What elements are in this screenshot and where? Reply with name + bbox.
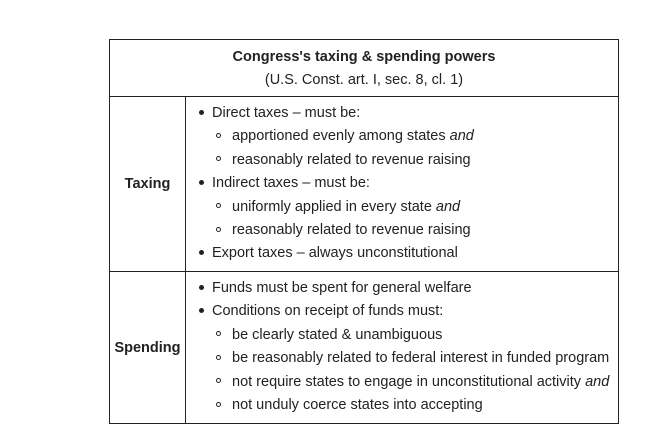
bullet-circle-icon	[216, 196, 221, 219]
item-emphasis: and	[435, 198, 461, 215]
taxing-rules: Direct taxes – must be: apportioned even…	[186, 97, 618, 271]
spending-label: Spending	[110, 272, 186, 423]
list-item: Conditions on receipt of funds must:	[186, 300, 618, 323]
list-item: not unduly coerce states into accepting	[186, 394, 618, 417]
list-item: be reasonably related to federal interes…	[186, 347, 618, 370]
powers-table: Congress's taxing & spending powers (U.S…	[109, 39, 619, 424]
bullet-disc-icon	[199, 242, 204, 265]
taxing-row: Taxing Direct taxes – must be: apportion…	[110, 97, 618, 272]
item-text: be reasonably related to federal interes…	[232, 350, 610, 367]
item-text: Direct taxes – must be:	[212, 105, 361, 121]
bullet-circle-icon	[216, 149, 221, 172]
table-header: Congress's taxing & spending powers (U.S…	[110, 40, 618, 97]
table-title: Congress's taxing & spending powers	[232, 49, 496, 65]
list-item: Direct taxes – must be:	[186, 102, 618, 125]
item-text: Funds must be spent for general welfare	[212, 280, 472, 296]
item-text: apportioned evenly among states	[232, 128, 450, 145]
taxing-label: Taxing	[110, 97, 186, 271]
list-item: Funds must be spent for general welfare	[186, 277, 618, 300]
list-item: apportioned evenly among states and	[186, 125, 618, 148]
item-text: reasonably related to revenue raising	[232, 221, 471, 238]
item-text: be clearly stated & unambiguous	[232, 326, 443, 343]
item-text: Indirect taxes – must be:	[212, 175, 370, 192]
bullet-circle-icon	[216, 125, 221, 148]
bullet-circle-icon	[216, 324, 221, 347]
bullet-disc-icon	[199, 300, 204, 323]
list-item: reasonably related to revenue raising	[186, 219, 618, 242]
bullet-disc-icon	[199, 172, 204, 195]
item-text: Conditions on receipt of funds must:	[212, 303, 444, 320]
bullet-circle-icon	[216, 371, 221, 394]
item-emphasis: and	[585, 373, 610, 390]
spending-row: Spending Funds must be spent for general…	[110, 272, 618, 423]
list-item: be clearly stated & unambiguous	[186, 324, 618, 347]
item-text: reasonably related to revenue raising	[232, 151, 471, 168]
list-item: not require states to engage in unconsti…	[186, 371, 618, 394]
spending-rules: Funds must be spent for general welfare …	[186, 272, 618, 423]
item-emphasis: and	[449, 128, 474, 145]
item-text: Export taxes – always unconstitutional	[212, 245, 458, 262]
item-text: not unduly coerce states into accepting	[232, 396, 483, 413]
list-item: Indirect taxes – must be:	[186, 172, 618, 195]
item-text: not require states to engage in unconsti…	[232, 373, 586, 390]
table-subtitle: (U.S. Const. art. I, sec. 8, cl. 1)	[264, 72, 464, 88]
bullet-circle-icon	[216, 347, 221, 370]
bullet-disc-icon	[199, 277, 204, 300]
list-item: uniformly applied in every state and	[186, 196, 618, 219]
bullet-disc-icon	[199, 102, 204, 125]
list-item: Export taxes – always unconstitutional	[186, 242, 618, 265]
bullet-circle-icon	[216, 219, 221, 242]
bullet-circle-icon	[216, 394, 221, 417]
list-item: reasonably related to revenue raising	[186, 149, 618, 172]
item-text: uniformly applied in every state	[232, 198, 436, 215]
